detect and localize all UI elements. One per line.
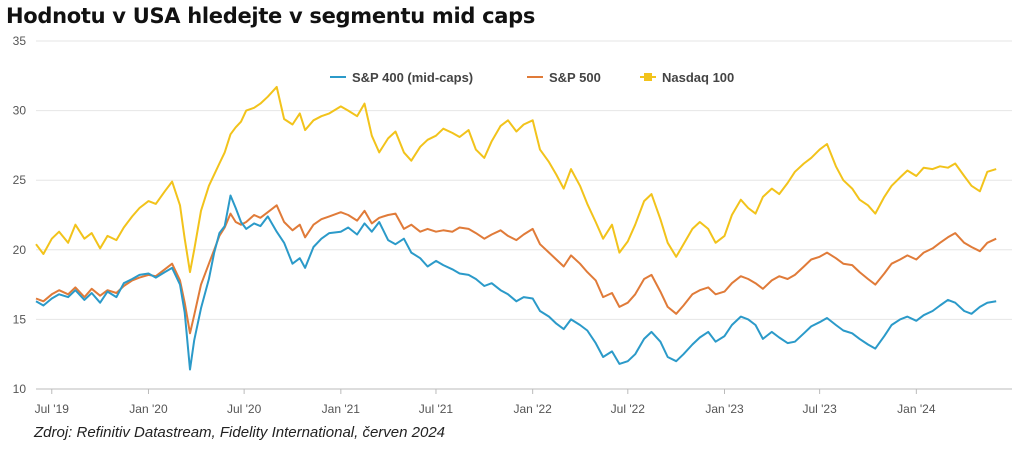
- source-note: Zdroj: Refinitiv Datastream, Fidelity In…: [34, 424, 446, 441]
- series-line-s-p-500: [35, 204, 997, 335]
- x-tick-label: Jan '22: [514, 402, 553, 416]
- y-tick-label: 20: [13, 243, 27, 257]
- y-tick-label: 15: [13, 312, 27, 326]
- chart-title: Hodnotu v USA hledejte v segmentu mid ca…: [6, 4, 536, 28]
- x-tick-label: Jul '22: [611, 402, 646, 416]
- x-tick-label: Jan '21: [322, 402, 361, 416]
- legend-label: Nasdaq 100: [662, 70, 734, 85]
- y-tick-label: 35: [13, 34, 27, 48]
- series-line-s-p-400-mid-caps-: [35, 194, 997, 371]
- x-tick-label: Jan '20: [129, 402, 168, 416]
- legend-label: S&P 500: [549, 70, 601, 85]
- legend: S&P 400 (mid-caps) S&P 500 Nasdaq 100: [330, 70, 734, 85]
- y-axis-ticks: 10 15 20 25 30 35: [13, 34, 27, 396]
- series-lines: [35, 85, 997, 371]
- y-tick-label: 30: [13, 104, 27, 118]
- x-tick-label: Jul '21: [419, 402, 454, 416]
- x-tick-label: Jul '23: [802, 402, 837, 416]
- legend-label: S&P 400 (mid-caps): [352, 70, 473, 85]
- x-axis-ticks: Jul '19 Jan '20 Jul '20 Jan '21 Jul '21 Jan '…: [35, 389, 936, 416]
- y-tick-label: 10: [13, 382, 27, 396]
- legend-marker: [644, 73, 652, 81]
- x-tick-label: Jan '24: [897, 402, 936, 416]
- x-tick-label: Jul '20: [227, 402, 262, 416]
- x-tick-label: Jul '19: [35, 402, 70, 416]
- x-tick-label: Jan '23: [705, 402, 744, 416]
- series-line-nasdaq-100: [35, 85, 997, 274]
- y-tick-label: 25: [13, 173, 27, 187]
